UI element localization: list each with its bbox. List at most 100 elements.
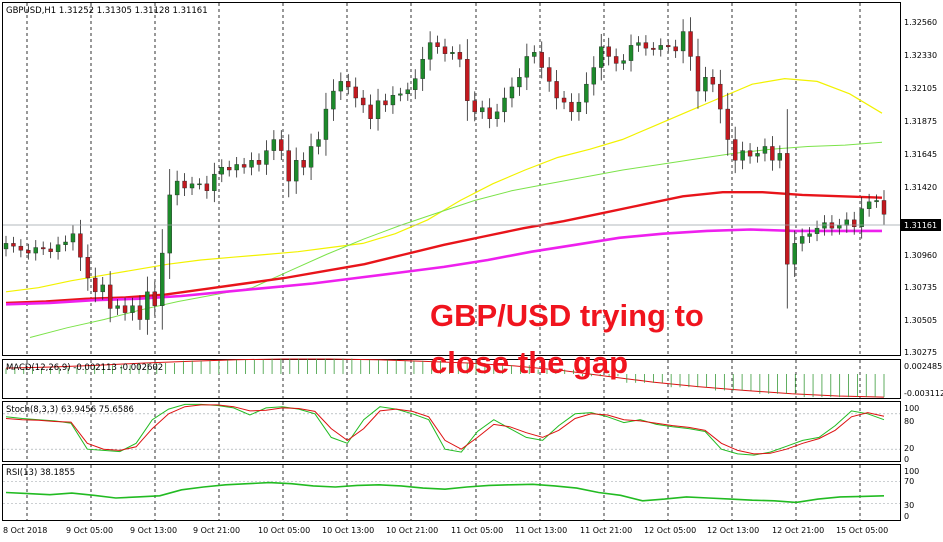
rsi-panel[interactable] [2, 464, 901, 521]
candle-body [390, 95, 396, 106]
candle-body [353, 86, 358, 99]
candle-body [509, 86, 515, 99]
candle-body [450, 52, 455, 54]
candle-body [413, 78, 418, 90]
candle-body [137, 305, 143, 320]
candle-body [799, 236, 805, 244]
ma-magenta-line [5, 228, 882, 306]
candle-body [18, 245, 24, 251]
price-tick: 1.30960 [904, 251, 937, 260]
candle-body [636, 42, 641, 46]
candle-body [420, 59, 425, 79]
candle-body [189, 183, 195, 189]
stoch-panel[interactable] [2, 401, 901, 462]
candle-body [658, 45, 663, 50]
candle-body [63, 241, 68, 245]
candle-body [621, 60, 626, 64]
candle-body [502, 97, 507, 113]
candle-body [777, 153, 783, 161]
candle-body [866, 201, 872, 209]
time-tick: 11 Oct 13:00 [515, 526, 567, 535]
current-price-label: 1.31161 [904, 221, 937, 230]
macd-label: MACD(12,26,9) -0.002113 -0.002602 [6, 363, 163, 373]
time-tick: 9 Oct 13:00 [130, 526, 177, 535]
candle-body [457, 52, 463, 60]
candle-body [770, 146, 775, 161]
candle-body [308, 146, 314, 168]
candle-body [628, 45, 634, 61]
candle-body [673, 46, 678, 52]
candle-body [167, 194, 172, 254]
candle-body [852, 219, 857, 227]
candle-body [130, 305, 135, 313]
candle-body [584, 83, 589, 103]
candle-body [814, 227, 820, 234]
time-tick: 15 Oct 05:00 [836, 526, 888, 535]
time-tick: 12 Oct 21:00 [772, 526, 824, 535]
candle-body [494, 111, 500, 119]
rsi-tick: 100 [904, 467, 919, 476]
candle-body [26, 250, 31, 254]
candle-body [747, 150, 753, 157]
time-tick: 10 Oct 13:00 [322, 526, 374, 535]
candle-body [174, 180, 180, 196]
candle-body [807, 233, 812, 237]
candle-body [688, 31, 693, 57]
candle-body [532, 52, 537, 57]
candle-body [517, 77, 522, 88]
candle-body [718, 83, 723, 110]
candle-body [539, 52, 544, 68]
candle-body [100, 284, 105, 293]
stoch-main-line [5, 403, 885, 456]
annotation-line-2: close the gap [430, 345, 628, 380]
stoch-tick: 100 [904, 404, 919, 413]
price-tick: 1.32105 [904, 84, 937, 93]
candle-body [398, 93, 403, 96]
stoch-label: Stoch(8,3,3) 63.9456 75.6586 [6, 405, 134, 415]
candle-body [576, 101, 582, 113]
candle-body [874, 200, 879, 203]
price-tick: 1.30275 [904, 348, 937, 357]
candle-body [78, 233, 83, 258]
current-price-box [901, 219, 941, 231]
macd-signal-line [5, 358, 885, 398]
candle-body [785, 153, 790, 265]
time-tick: 12 Oct 05:00 [644, 526, 696, 535]
annotation-line-1: GBP/USD trying to [430, 298, 704, 333]
candle-body [480, 107, 485, 113]
price-tick: 1.32330 [904, 51, 937, 60]
candle-body [651, 47, 656, 50]
candle-body [427, 42, 433, 60]
stoch-tick: 0 [904, 455, 909, 464]
candle-body [316, 139, 321, 147]
time-tick: 11 Oct 21:00 [580, 526, 632, 535]
candle-body [465, 59, 470, 101]
candle-body [256, 160, 262, 165]
candle-body [152, 291, 158, 306]
candle-body [837, 225, 842, 229]
candle-body [695, 56, 701, 92]
candle-body [755, 153, 760, 157]
candle-body [472, 100, 477, 113]
candle-body [346, 81, 351, 88]
chart-title: GBPUSD,H1 1.31252 1.31305 1.31128 1.3116… [6, 6, 208, 16]
candle-body [524, 56, 530, 78]
price-tick: 1.31645 [904, 150, 937, 159]
candle-body [70, 233, 76, 243]
time-tick: 9 Oct 05:00 [66, 526, 113, 535]
candle-body [732, 139, 738, 161]
candle-body [241, 164, 247, 168]
macd-tick: 0.002485 [904, 362, 942, 371]
candle-body [204, 183, 210, 191]
candle-body [613, 56, 619, 64]
candle-body [122, 305, 128, 313]
candle-body [703, 77, 708, 92]
candle-body [85, 257, 91, 279]
candle-body [286, 150, 291, 182]
stoch-signal-line [5, 404, 885, 455]
candle-body [859, 208, 864, 227]
candle-body [11, 243, 16, 247]
candle-body [323, 108, 329, 140]
candle-body [93, 277, 98, 293]
